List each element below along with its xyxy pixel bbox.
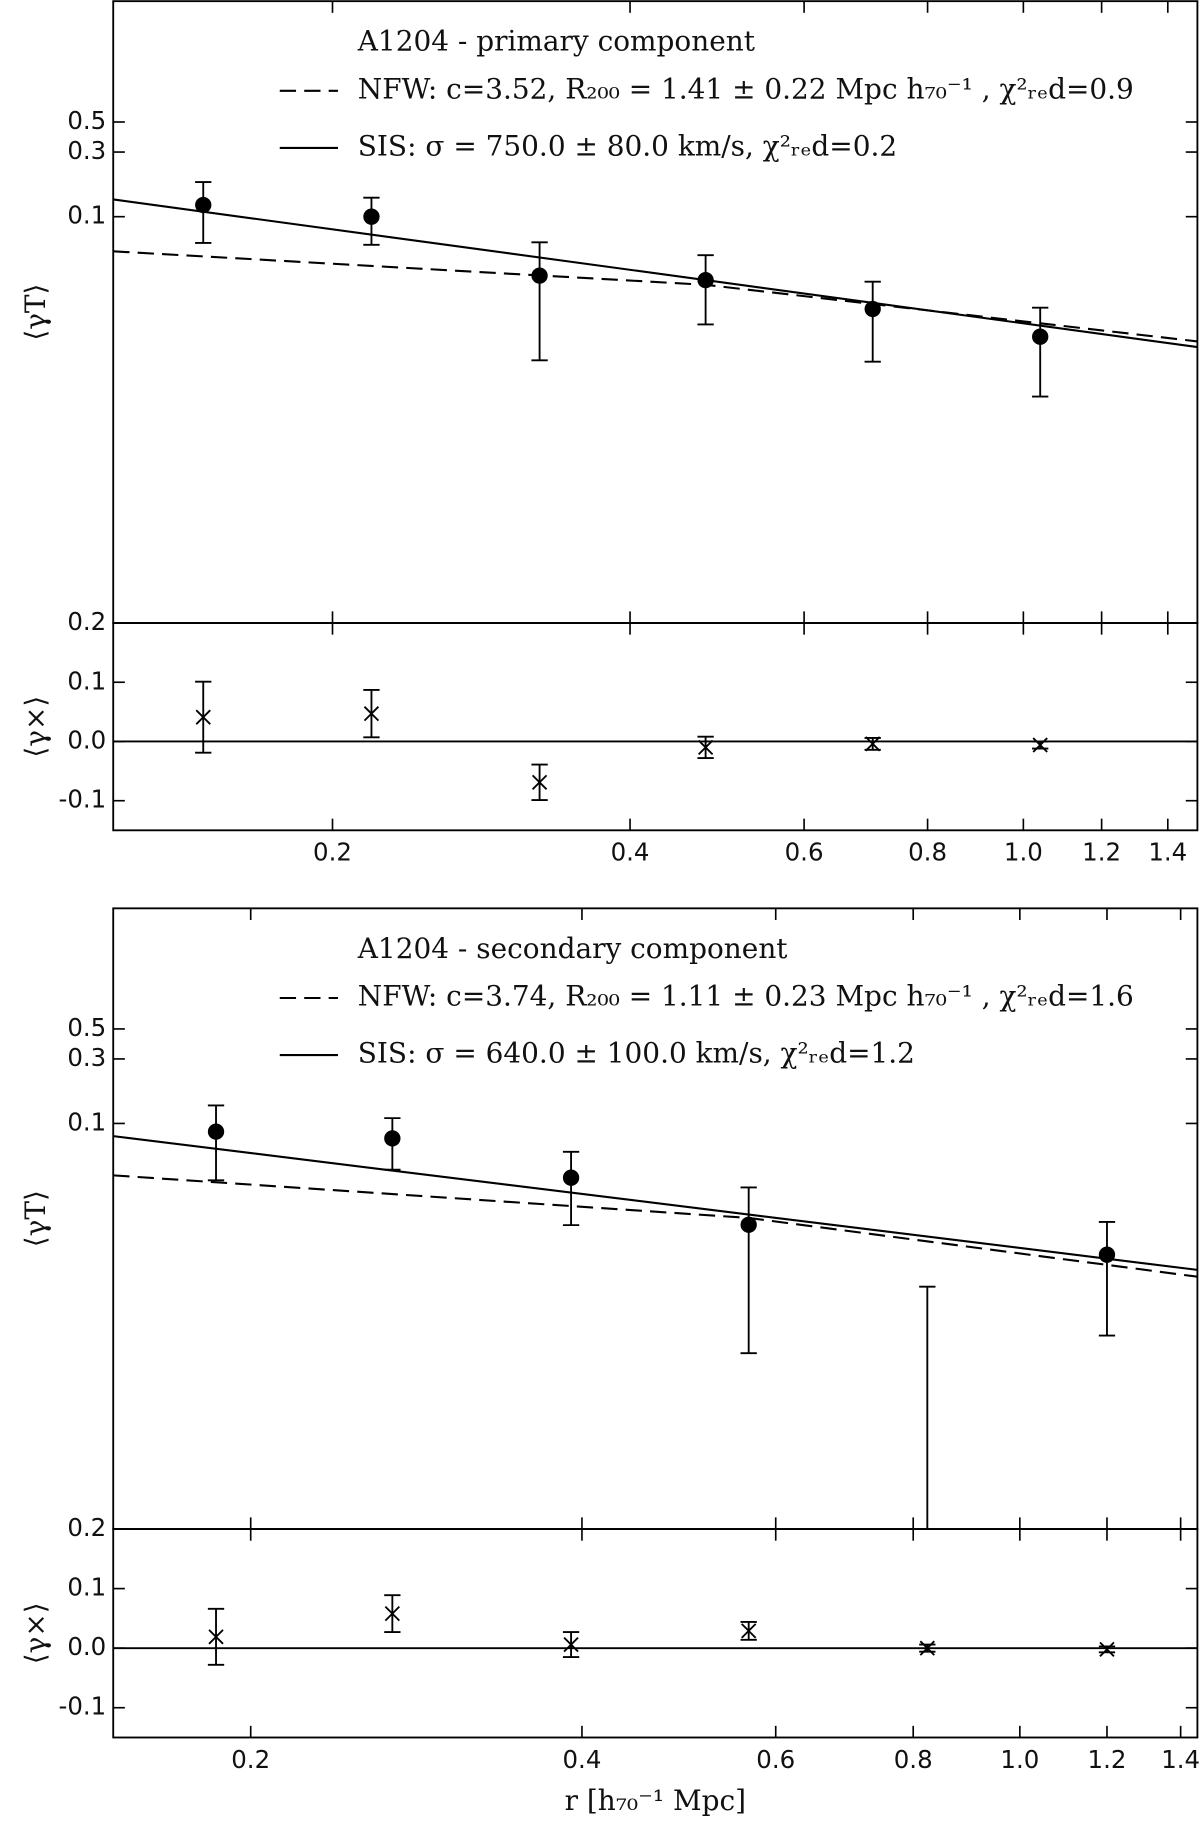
y-tick-label: -0.1 xyxy=(59,785,107,814)
error-bar xyxy=(919,1285,936,1530)
legend-label: NFW: c=3.52, R₂₀₀ = 1.41 ± 0.22 Mpc h₇₀⁻… xyxy=(358,72,1134,105)
error-bar xyxy=(207,1104,225,1182)
y-tick-label: 0.3 xyxy=(67,1043,106,1072)
y-tick-label: 0.2 xyxy=(67,1513,106,1542)
y-tick-label: 0.1 xyxy=(67,1107,106,1136)
data-point xyxy=(697,739,714,756)
x-axis-label: r [h₇₀⁻¹ Mpc] xyxy=(565,1784,746,1817)
data-point xyxy=(562,1169,580,1186)
x-tick-label: 0.8 xyxy=(908,838,947,867)
x-tick-label: 0.6 xyxy=(756,1745,795,1774)
data-point xyxy=(697,271,714,289)
error-bar xyxy=(740,1186,757,1355)
x-tick-label: 0.2 xyxy=(231,1745,270,1774)
model-line xyxy=(113,250,1198,343)
data-point xyxy=(531,267,548,284)
x-tick-label: 0.8 xyxy=(894,1745,933,1774)
model-line xyxy=(113,1135,1198,1271)
y-tick-label: 0.0 xyxy=(67,725,106,754)
y-tick-label: 0.5 xyxy=(67,106,106,135)
y-axis-label: ⟨γT⟩ xyxy=(19,284,52,341)
y-tick-label: 0.2 xyxy=(67,607,106,636)
data-point xyxy=(741,1623,757,1639)
legend-label: SIS: σ = 750.0 ± 80.0 km/s, χ²ᵣₑd=0.2 xyxy=(358,129,897,162)
data-point xyxy=(195,709,211,725)
plot-area xyxy=(113,680,1198,802)
data-point xyxy=(384,1605,400,1622)
data-point xyxy=(865,736,881,752)
x-tick-label: 0.6 xyxy=(785,838,824,867)
y-axis-label: ⟨γ×⟩ xyxy=(19,696,52,758)
data-point xyxy=(531,774,548,790)
error-bar xyxy=(562,1150,580,1227)
x-tick-label: 0.2 xyxy=(313,838,352,867)
legend-label: SIS: σ = 640.0 ± 100.0 km/s, χ²ᵣₑd=1.2 xyxy=(358,1037,915,1070)
y-tick-label: 0.1 xyxy=(67,1573,106,1602)
data-point xyxy=(363,705,380,722)
error-bar xyxy=(697,254,714,326)
data-point xyxy=(1032,737,1048,753)
plot-area xyxy=(113,1594,1198,1666)
data-point xyxy=(1099,1641,1115,1657)
panel-title: A1204 - secondary component xyxy=(357,932,789,965)
x-tick-label: 1.4 xyxy=(1148,838,1187,867)
y-axis-label: ⟨γ×⟩ xyxy=(19,1602,52,1664)
y-tick-label: 0.1 xyxy=(67,201,106,230)
data-point xyxy=(1098,1246,1116,1263)
error-bar xyxy=(1032,306,1049,398)
data-point xyxy=(919,1640,935,1656)
error-bar xyxy=(864,280,881,363)
data-point xyxy=(207,1123,225,1140)
x-tick-label: 1.2 xyxy=(1082,838,1121,867)
error-bar xyxy=(531,241,548,362)
plot-area xyxy=(113,181,1198,398)
x-tick-label: 1.0 xyxy=(1000,1745,1039,1774)
y-tick-label: 0.1 xyxy=(67,666,106,695)
data-point xyxy=(384,1130,401,1147)
data-point xyxy=(195,196,212,214)
data-point xyxy=(363,208,380,225)
x-tick-label: 1.0 xyxy=(1004,838,1043,867)
x-tick-label: 1.4 xyxy=(1161,1745,1200,1774)
model-line xyxy=(113,198,1198,349)
y-tick-label: 0.5 xyxy=(67,1013,106,1042)
error-bar xyxy=(1098,1220,1116,1337)
x-tick-label: 1.2 xyxy=(1088,1745,1127,1774)
panel-title: A1204 - primary component xyxy=(357,25,756,58)
x-tick-label: 0.4 xyxy=(563,1745,602,1774)
y-tick-label: 0.0 xyxy=(67,1632,106,1661)
axes-frame xyxy=(112,622,1199,832)
y-axis-label: ⟨γT⟩ xyxy=(19,1190,52,1247)
data-point xyxy=(740,1216,757,1233)
data-point xyxy=(208,1629,224,1645)
x-tick-label: 0.4 xyxy=(611,838,650,867)
y-tick-label: -0.1 xyxy=(59,1692,107,1721)
axes-frame xyxy=(112,1528,1199,1739)
data-point xyxy=(864,300,881,318)
data-point xyxy=(563,1636,579,1653)
plot-area xyxy=(113,1104,1198,1530)
model-line xyxy=(113,1174,1198,1278)
y-tick-label: 0.3 xyxy=(67,136,106,165)
legend-label: NFW: c=3.74, R₂₀₀ = 1.11 ± 0.23 Mpc h₇₀⁻… xyxy=(358,980,1134,1013)
data-point xyxy=(1032,328,1049,345)
